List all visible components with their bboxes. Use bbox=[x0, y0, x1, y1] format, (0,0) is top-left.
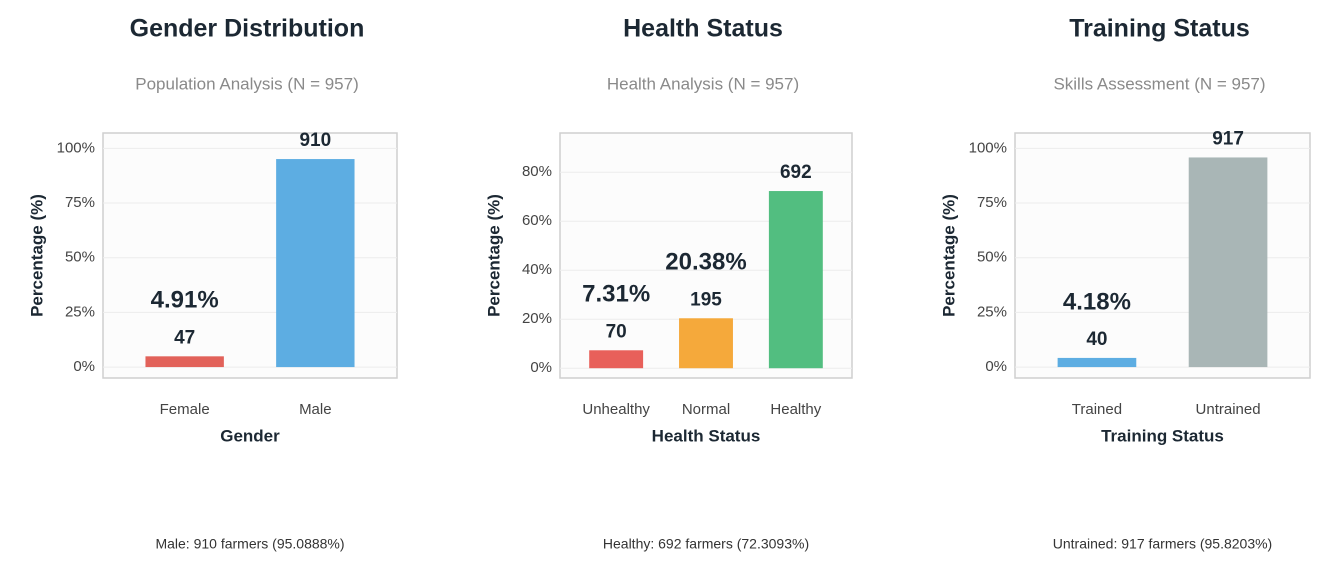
percent-label: 20.38% bbox=[665, 249, 746, 276]
count-label: 692 bbox=[780, 162, 812, 183]
chart-subtitle: Skills Assessment (N = 957) bbox=[1053, 74, 1265, 93]
bar bbox=[145, 356, 224, 368]
y-axis-label: Percentage (%) bbox=[484, 194, 503, 317]
y-tick-label: 100% bbox=[57, 139, 95, 156]
y-tick-label: 0% bbox=[530, 359, 552, 376]
summary-note: Male: 910 farmers (95.0888%) bbox=[155, 536, 344, 552]
chart-title: Training Status bbox=[1069, 15, 1250, 43]
y-axis-label: Percentage (%) bbox=[939, 194, 958, 317]
summary-note: Healthy: 692 farmers (72.3093%) bbox=[603, 536, 809, 552]
x-tick-label: Male bbox=[299, 401, 332, 418]
y-tick-label: 60% bbox=[522, 212, 552, 229]
count-label: 910 bbox=[299, 130, 331, 151]
y-tick-label: 50% bbox=[977, 249, 1007, 266]
y-tick-label: 100% bbox=[969, 139, 1007, 156]
percent-label: 4.91% bbox=[151, 287, 219, 314]
y-tick-label: 50% bbox=[65, 249, 95, 266]
bar bbox=[679, 318, 733, 369]
y-axis-label: Percentage (%) bbox=[27, 194, 46, 317]
bar bbox=[1057, 357, 1137, 368]
y-tick-label: 40% bbox=[522, 261, 552, 278]
x-axis-label: Gender bbox=[220, 426, 280, 445]
count-label: 70 bbox=[606, 321, 627, 342]
bar bbox=[768, 191, 823, 369]
y-tick-label: 25% bbox=[65, 303, 95, 320]
bar bbox=[1188, 157, 1268, 368]
y-tick-label: 75% bbox=[977, 194, 1007, 211]
percent-label: 7.31% bbox=[582, 281, 650, 308]
chart-title: Health Status bbox=[623, 15, 783, 43]
y-tick-label: 80% bbox=[522, 163, 552, 180]
x-tick-label: Trained bbox=[1072, 401, 1122, 418]
chart-subtitle: Health Analysis (N = 957) bbox=[607, 74, 799, 93]
y-tick-label: 20% bbox=[522, 310, 552, 327]
y-tick-label: 0% bbox=[985, 358, 1007, 375]
x-tick-label: Unhealthy bbox=[582, 401, 650, 418]
y-tick-label: 25% bbox=[977, 303, 1007, 320]
summary-note: Untrained: 917 farmers (95.8203%) bbox=[1053, 536, 1272, 552]
x-axis-label: Training Status bbox=[1101, 426, 1224, 445]
bar bbox=[589, 350, 644, 369]
count-label: 195 bbox=[690, 289, 722, 310]
count-label: 917 bbox=[1212, 128, 1244, 149]
x-axis-label: Health Status bbox=[652, 426, 761, 445]
x-tick-label: Untrained bbox=[1196, 401, 1261, 418]
chart-subtitle: Population Analysis (N = 957) bbox=[135, 74, 359, 93]
count-label: 47 bbox=[174, 327, 195, 348]
percent-label: 4.18% bbox=[1063, 288, 1131, 315]
y-tick-label: 75% bbox=[65, 194, 95, 211]
y-tick-label: 0% bbox=[73, 358, 95, 375]
x-tick-label: Healthy bbox=[770, 401, 821, 418]
count-label: 40 bbox=[1086, 329, 1107, 350]
x-tick-label: Female bbox=[160, 401, 210, 418]
bar bbox=[276, 159, 355, 368]
x-tick-label: Normal bbox=[682, 401, 730, 418]
chart-title: Gender Distribution bbox=[130, 15, 365, 43]
